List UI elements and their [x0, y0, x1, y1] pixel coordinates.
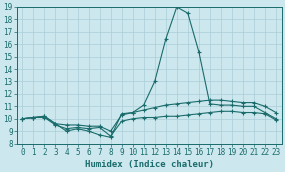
X-axis label: Humidex (Indice chaleur): Humidex (Indice chaleur) [85, 159, 214, 169]
